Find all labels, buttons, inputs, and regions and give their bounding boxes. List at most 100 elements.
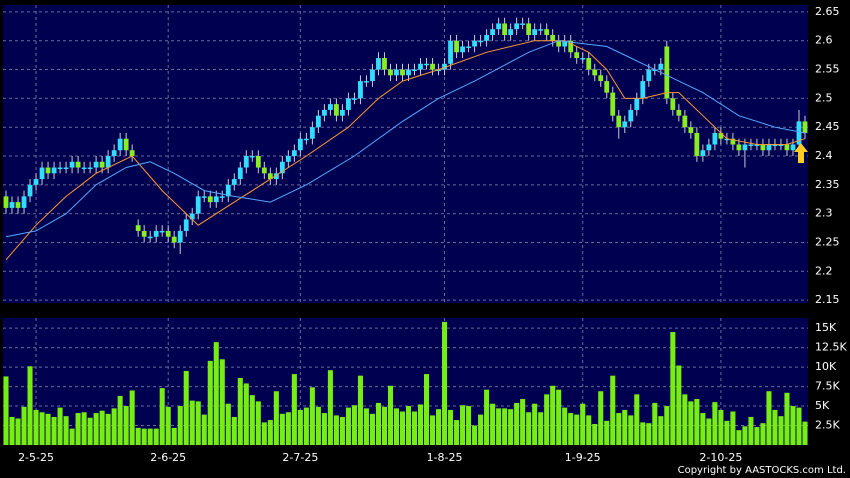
y-tick-label: 2.45 [815,120,840,133]
candle-body [111,150,117,157]
volume-bar [123,406,129,445]
volume-bar [51,416,57,445]
candle-body [460,46,465,53]
volume-bar [27,366,33,445]
volume-bar [550,385,556,445]
volume-bar [183,370,189,445]
volume-bar [790,406,796,445]
volume-bar [333,415,339,445]
volume-bar [772,409,778,445]
volume-bar [436,409,442,445]
y-tick-label: 15K [815,321,837,334]
candle-body [213,196,219,203]
candle-body [51,167,57,174]
volume-bar [369,413,375,445]
y-tick-label: 2.55 [815,63,840,76]
candle-body [412,69,417,72]
candle-body [99,161,105,168]
candle-body [201,196,207,198]
y-tick-label: 2.5K [815,419,840,432]
candle-body [105,156,111,168]
volume-bar [694,399,700,445]
volume-bar [231,416,237,445]
volume-bar [610,375,616,445]
volume-bar [417,404,424,445]
volume-bar [586,415,592,445]
volume-bar [327,370,333,445]
volume-bar [478,414,484,445]
volume-bar [393,408,400,445]
volume-bar [117,395,123,445]
volume-bar [111,408,117,445]
candle-body [9,202,15,208]
candle-body [376,58,381,70]
volume-bar [351,405,357,445]
volume-bar [430,415,436,445]
volume-bar [490,403,496,445]
volume-bar [766,391,772,445]
moving-average [5,40,806,238]
candle-body [658,63,664,70]
candle-body [778,144,784,146]
y-tick-label: 2.3 [815,207,833,220]
candle-body [195,196,201,214]
volume-bar [75,413,81,445]
candle-body [550,34,556,41]
candle-body [622,121,628,128]
volume-bar [664,406,670,445]
candle-body [478,40,483,43]
candle-body [796,121,802,145]
volume-bar [508,409,514,445]
volume-bar [243,383,249,445]
volume-bar [562,407,568,445]
candle-body [370,69,375,82]
volume-bar [87,417,93,445]
volume-bar [628,415,634,445]
candle-body [388,69,393,76]
volume-bar [153,428,159,445]
candle-body [39,167,45,180]
volume-bar [375,402,381,445]
volume-bar [706,418,712,445]
y-tick-label: 2.25 [815,235,840,248]
candle-body [15,202,21,208]
candle-body [123,138,129,151]
candle-body [358,81,363,99]
volume-bar [135,427,141,445]
volume-bar [742,426,748,445]
volume-bar [622,409,628,445]
volume-bar [448,409,454,445]
candle-body [748,144,754,146]
volume-bar [784,392,790,445]
volume-bar [796,407,802,445]
volume-bar [363,408,369,445]
volume-bar [39,412,45,445]
candle-body [3,196,9,208]
volume-bar [568,413,574,445]
arrow-marker [794,143,808,163]
volume-bar [411,411,418,445]
candle-body [610,92,616,116]
marks: 2.15 2.2 2.25 2.3 2.35 2.4 2.45 2.5 2.55 2.6 2.65 2… [3,5,847,464]
volume-bar [129,390,135,445]
volume-bar [682,394,688,445]
volume-bar [730,411,736,445]
volume-bar [321,413,327,445]
candle-body [400,69,405,76]
candle-body [394,69,399,76]
volume-bar [159,388,165,445]
volume-bar [502,408,508,445]
volume-bar [309,387,315,445]
volume-bar [399,411,406,445]
volume-bar [700,413,706,445]
candle-body [490,29,496,35]
volume-bar [285,412,291,445]
volume-bar [748,416,754,445]
volume-bar [81,412,87,445]
volume-bar [195,401,201,445]
volume-bar [466,406,472,445]
candle-body [652,69,658,72]
candle-body [430,63,435,70]
candle-body [225,184,231,197]
